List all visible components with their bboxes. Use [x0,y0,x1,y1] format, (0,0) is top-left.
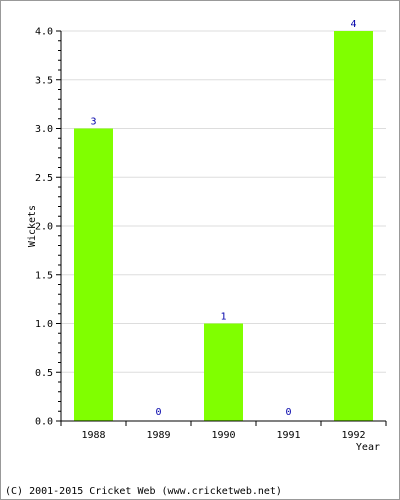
grid-lines [61,30,386,373]
y-tick-label: 3.5 [35,75,53,86]
bar [204,323,243,421]
data-label: 4 [350,19,356,30]
y-tick-label: 4.0 [35,27,53,38]
y-tick-label: 1.5 [35,270,53,281]
x-tick-label: 1988 [81,430,105,441]
x-axis-label: Year [356,442,380,453]
x-tick-label: 1991 [276,430,300,441]
x-tick-label: 1989 [146,430,170,441]
y-tick-label: 3.0 [35,124,53,135]
y-tick-labels: 0.0 0.5 1.0 1.5 2.0 2.5 3.0 3.5 4.0 [35,27,61,428]
y-tick-label: 2.5 [35,173,53,184]
y-tick-label: 0.0 [35,417,53,428]
x-tick-label: 1990 [211,430,235,441]
x-tick-label: 1992 [341,430,365,441]
y-tick-label: 2.0 [35,222,53,233]
bar [334,31,373,421]
data-label: 1 [220,312,226,323]
copyright-text: (C) 2001-2015 Cricket Web (www.cricketwe… [5,486,282,497]
y-axis-label: Wickets [27,205,38,247]
y-tick-label: 1.0 [35,319,53,330]
bar [74,128,113,421]
data-label: 3 [90,117,96,128]
y-tick-label: 0.5 [35,368,53,379]
data-label: 0 [155,407,161,418]
x-tick-labels: 1988 1989 1990 1991 1992 [60,421,387,441]
data-label: 0 [285,407,291,418]
bars [74,31,373,421]
data-labels: 3 0 1 0 4 [90,19,356,418]
